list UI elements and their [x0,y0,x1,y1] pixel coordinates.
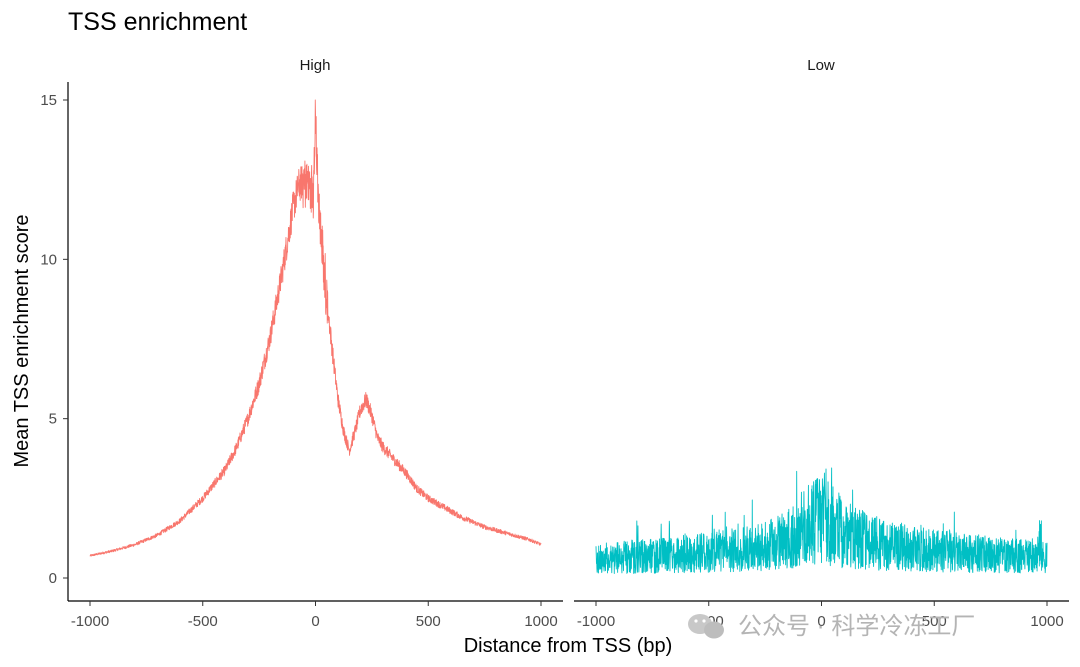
x-tick-label: -1000 [577,613,615,630]
x-tick-label: -500 [188,613,218,630]
wechat-icon [688,614,724,639]
x-tick-label: 500 [922,613,947,630]
y-tick-label: 10 [40,251,57,268]
y-tick-label: 15 [40,92,57,109]
x-tick-label: 1000 [524,613,557,630]
facet-label-low: Low [807,57,835,74]
axes-group [63,82,1069,606]
y-tick-label: 5 [49,411,57,428]
x-tick-label: 0 [311,613,319,630]
facet-label-high: High [300,57,331,74]
series-group [89,99,1048,574]
y-axis-label: Mean TSS enrichment score [11,214,33,467]
x-tick-label: 500 [416,613,441,630]
x-tick-label: 1000 [1030,613,1063,630]
series-line-low [595,467,1048,574]
x-tick-label: 0 [817,613,825,630]
chart-title: TSS enrichment [68,8,247,36]
series-line-high [89,99,542,557]
watermark: 公众号 · 科学冷冻工厂 [688,613,975,640]
x-axis-label: Distance from TSS (bp) [464,635,673,657]
y-tick-label: 0 [49,570,57,587]
x-tick-label: -1000 [71,613,109,630]
watermark-text: 公众号 · 科学冷冻工厂 [738,613,975,640]
